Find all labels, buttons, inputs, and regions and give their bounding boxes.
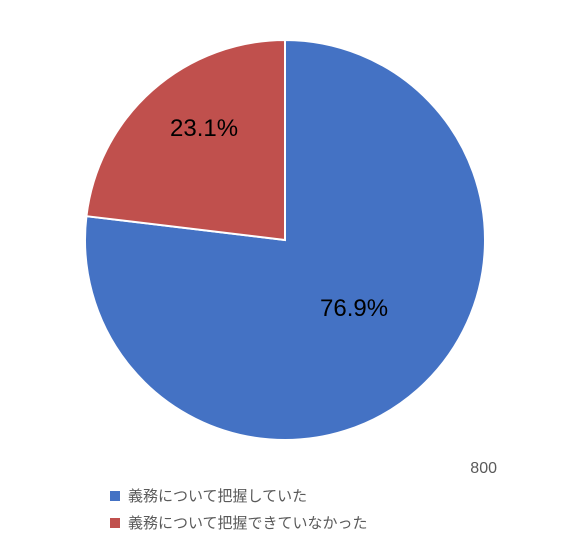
legend-swatch	[110, 518, 120, 528]
legend: 義務について把握していた 義務について把握できていなかった	[110, 485, 368, 539]
pie-chart	[85, 40, 485, 440]
legend-swatch	[110, 491, 120, 501]
legend-label: 義務について把握していた	[128, 485, 307, 506]
legend-item: 義務について把握していた	[110, 485, 368, 506]
count-annotation: 800	[470, 460, 497, 478]
slice-label-minor: 23.1%	[170, 115, 238, 143]
legend-label: 義務について把握できていなかった	[128, 512, 368, 533]
slice-label-major: 76.9%	[320, 295, 388, 323]
pie-chart-container: 76.9% 23.1% 800 義務について把握していた 義務について把握できて…	[0, 0, 567, 556]
legend-item: 義務について把握できていなかった	[110, 512, 368, 533]
